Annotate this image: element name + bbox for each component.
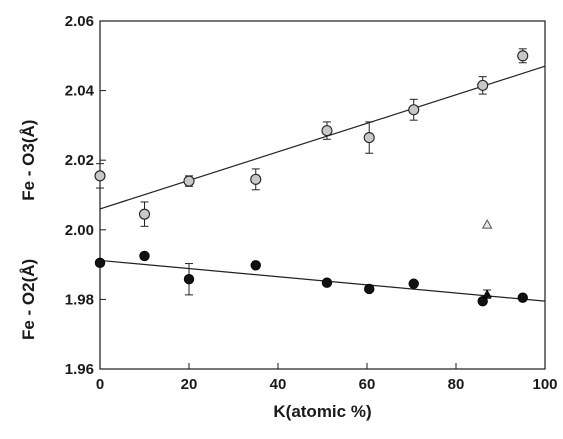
x-tick-label: 100 [532, 376, 557, 393]
data-point-fe-o2 [183, 274, 195, 285]
y-axis-label-fe-o3: Fe - O3(Å) [19, 120, 38, 201]
fit-line [99, 65, 546, 210]
data-point-fe-o2 [517, 292, 528, 303]
x-tick-label: 80 [448, 376, 465, 393]
fit-lines [99, 65, 546, 302]
data-point-fe-o2 [321, 277, 333, 288]
plot-border [99, 20, 546, 370]
data-point-fe-o2 [364, 283, 375, 295]
plot-frame [99, 20, 546, 370]
data-point-fe-o2 [139, 250, 150, 262]
data-point-fe-o3 [408, 104, 420, 116]
y-tick-label: 2.04 [65, 83, 95, 100]
y-tick-label: 2.00 [65, 222, 94, 239]
data-markers [94, 50, 529, 307]
x-axis-label: K(atomic %) [273, 402, 371, 421]
x-tick-label: 40 [270, 376, 287, 393]
y-tick-label: 2.02 [65, 152, 94, 169]
data-point-fe-o3 [363, 132, 375, 144]
x-tick-label: 20 [181, 376, 198, 393]
data-point-fe-o2 [94, 257, 106, 269]
y-axis-label-fe-o2: Fe - O2(Å) [19, 259, 38, 340]
y-tick-label: 2.06 [65, 13, 94, 30]
y-tick-label: 1.96 [65, 361, 94, 378]
error-bars [96, 48, 527, 299]
data-point-fe-o2 [408, 278, 419, 289]
x-tick-label: 0 [96, 376, 104, 393]
data-point-fe-o3 [477, 79, 489, 91]
data-point-triangle-open [481, 219, 493, 229]
x-tick-label: 60 [359, 376, 376, 393]
data-point-fe-o2 [477, 295, 488, 307]
data-point-fe-o3 [183, 175, 195, 187]
data-point-fe-o3 [321, 125, 333, 137]
data-point-fe-o3 [517, 50, 529, 62]
data-point-triangle-filled [482, 289, 492, 298]
data-point-fe-o3 [138, 208, 151, 220]
axis-ticks: 1.96 1.98 2.00 2.02 2.04 2.06 0 20 40 60 80 100 [65, 13, 558, 393]
data-point-fe-o3 [94, 170, 106, 182]
y-tick-label: 1.98 [65, 291, 94, 308]
data-point-fe-o2 [250, 260, 261, 271]
data-point-fe-o3 [250, 173, 262, 185]
